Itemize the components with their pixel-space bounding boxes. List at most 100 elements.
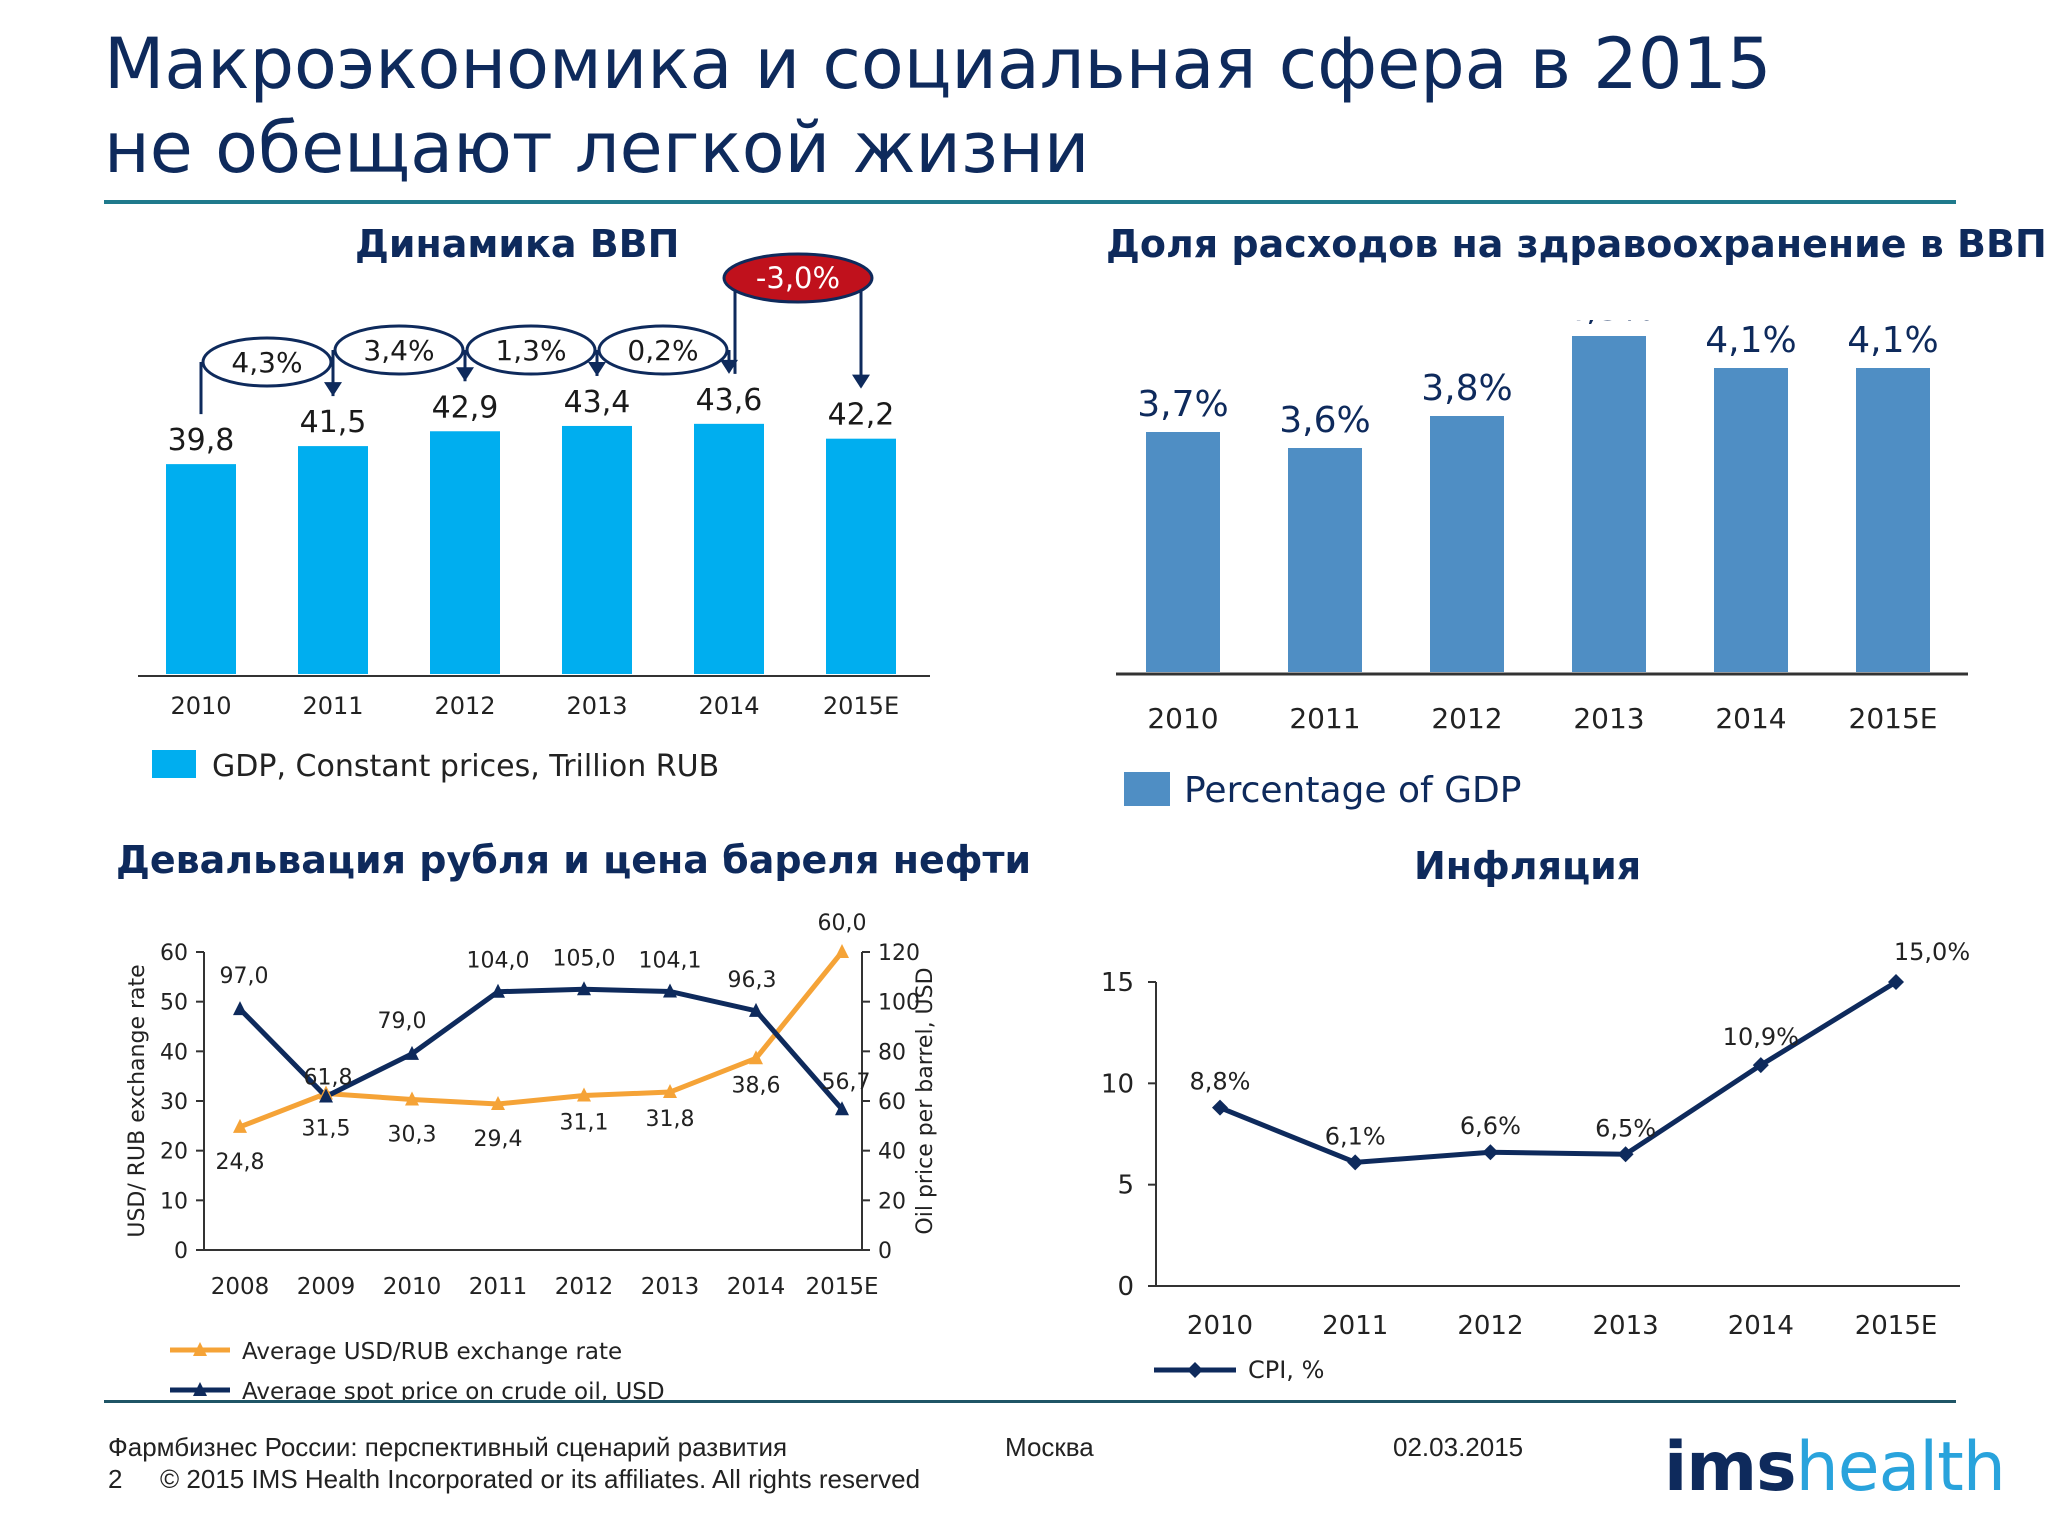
usd-rub-data-label: 31,1	[560, 1111, 609, 1136]
health-bar-2013	[1572, 336, 1646, 672]
usd-rub-legend-marker	[193, 1342, 207, 1356]
inflation-chart-title: Инфляция	[1414, 844, 1642, 888]
gdp-chart: 39,8 2010 41,5 2011 42,9 2012 43,4 2013 43,6 2014…	[138, 252, 930, 784]
health-bar-2015E	[1856, 368, 1930, 672]
gdp-chart-title: Динамика ВВП	[355, 222, 680, 266]
health-chart-title: Доля расходов на здравоохранение в ВВП	[1106, 222, 2047, 266]
gdp-x-tick: 2013	[566, 692, 627, 720]
health-bar-2012	[1430, 416, 1504, 672]
gdp-bar-2013	[562, 425, 632, 674]
gdp-value-label: 41,5	[300, 405, 367, 440]
ruble-right-tick: 120	[878, 941, 920, 966]
inflation-x-tick: 2011	[1322, 1311, 1388, 1341]
ruble-x-tick: 2008	[211, 1274, 270, 1300]
page-title: Макроэкономика и социальная сфера в 2015…	[104, 22, 1771, 190]
ruble-right-tick: 100	[878, 991, 920, 1016]
ruble-left-axis-label: USD/ RUB exchange rate	[125, 964, 150, 1237]
usd-rub-point	[233, 1118, 247, 1133]
ruble-x-tick: 2014	[727, 1274, 786, 1300]
ruble-right-tick: 40	[878, 1140, 906, 1165]
gdp-value-label: 42,2	[828, 398, 895, 433]
gdp-growth-label: 1,3%	[495, 334, 566, 367]
imshealth-logo: imshealth	[1664, 1428, 2006, 1507]
health-x-tick: 2012	[1431, 702, 1502, 735]
health-legend-swatch	[1124, 772, 1170, 806]
usd-rub-series-line	[239, 950, 844, 1130]
inflation-x-tick: 2010	[1187, 1311, 1253, 1341]
ruble-x-tick: 2015E	[805, 1274, 878, 1300]
gdp-value-label: 43,6	[696, 383, 763, 418]
gdp-value-label: 43,4	[564, 385, 631, 420]
usd-rub-data-label: 24,8	[216, 1150, 265, 1175]
gdp-growth-bubble	[722, 252, 874, 304]
ruble-right-axis-label: Oil price per barrel, USD	[913, 967, 938, 1234]
health-value-label: 3,8%	[1421, 368, 1512, 409]
oil-price-data-label: 105,0	[553, 946, 616, 971]
health-x-tick: 2011	[1289, 702, 1360, 735]
gdp-growth-bubble	[465, 324, 597, 376]
ruble-x-tick: 2013	[641, 1274, 700, 1300]
gdp-bar-2010	[166, 464, 236, 674]
usd-rub-point	[835, 944, 849, 958]
cpi-legend-label: CPI, %	[1248, 1356, 1324, 1384]
cpi-point	[1888, 974, 1904, 990]
health-value-label: 4,1%	[1705, 320, 1796, 361]
gdp-x-tick: 2014	[698, 692, 759, 720]
usd-rub-point	[491, 1095, 505, 1110]
footer-date: 02.03.2015	[1393, 1432, 1524, 1462]
usd-rub-point	[405, 1091, 419, 1106]
gdp-x-tick: 2015E	[823, 692, 899, 720]
inflation-x-tick: 2014	[1728, 1311, 1794, 1341]
inflation-x-tick: 2013	[1593, 1311, 1659, 1341]
oil-price-legend-label: Average spot price on crude oil, USD	[242, 1379, 665, 1400]
gdp-legend-swatch	[152, 750, 196, 778]
footer-page-number: 2	[108, 1464, 123, 1494]
gdp-bar-2014	[694, 423, 764, 674]
oil-price-series-line	[238, 986, 844, 1111]
oil-price-data-label: 56,7	[822, 1070, 871, 1095]
footer-divider	[104, 1400, 1956, 1403]
oil-price-point	[663, 983, 677, 998]
footer-copyright: © 2015 IMS Health Incorporated or its af…	[160, 1464, 921, 1494]
health-x-tick: 2014	[1715, 702, 1786, 735]
health-value-label: 4,3%	[1563, 320, 1654, 329]
cpi-data-label: 6,1%	[1325, 1122, 1386, 1150]
gdp-growth-label: 3,4%	[363, 334, 434, 367]
page-title-line2: не обещают легкой жизни	[104, 107, 1090, 189]
cpi-series-line	[1219, 979, 1898, 1165]
cpi-data-label: 10,9%	[1723, 1023, 1799, 1051]
ruble-right-tick: 80	[878, 1040, 906, 1065]
inflation-chart: 0 5 10 15 2010 2011 2012 2013 2014 2015E 8,8% 6,1% 6…	[1101, 938, 1970, 1384]
cpi-point	[1617, 1146, 1634, 1163]
usd-rub-data-label: 29,4	[474, 1127, 523, 1152]
cpi-point	[1482, 1144, 1499, 1161]
ruble-chart-title: Девальвация рубля и цена бареля нефти	[116, 838, 1032, 882]
inflation-x-tick: 2012	[1457, 1311, 1523, 1341]
logo-ims: ims	[1664, 1428, 1797, 1507]
inflation-y-tick: 5	[1117, 1171, 1134, 1201]
health-legend-label: Percentage of GDP	[1184, 770, 1521, 811]
usd-rub-data-label: 30,3	[388, 1123, 437, 1148]
cpi-point	[1347, 1154, 1364, 1171]
gdp-growth-arrowhead	[852, 374, 870, 389]
gdp-bar-2015E	[826, 438, 896, 674]
oil-price-legend-marker	[193, 1382, 207, 1396]
ruble-left-tick: 60	[160, 941, 188, 966]
oil-price-point	[577, 981, 591, 996]
health-bar-2014	[1714, 368, 1788, 672]
gdp-growth-label: 4,3%	[231, 346, 302, 379]
oil-price-data-label: 97,0	[220, 964, 269, 989]
health-bar-2010	[1146, 432, 1220, 672]
gdp-growth-bubble	[597, 324, 729, 376]
cpi-point	[1752, 1057, 1769, 1074]
ruble-right-tick: 20	[878, 1189, 906, 1214]
cpi-data-label: 6,6%	[1460, 1112, 1521, 1140]
ruble-x-tick: 2010	[383, 1274, 442, 1300]
gdp-value-label: 42,9	[432, 390, 499, 425]
gdp-legend-label: GDP, Constant prices, Trillion RUB	[212, 749, 719, 784]
inflation-y-tick: 0	[1117, 1272, 1134, 1302]
cpi-point	[1212, 1099, 1228, 1116]
page-title-line1: Макроэкономика и социальная сфера в 2015	[104, 23, 1772, 105]
ruble-left-tick: 30	[160, 1090, 188, 1115]
ruble-x-tick: 2011	[469, 1274, 528, 1300]
